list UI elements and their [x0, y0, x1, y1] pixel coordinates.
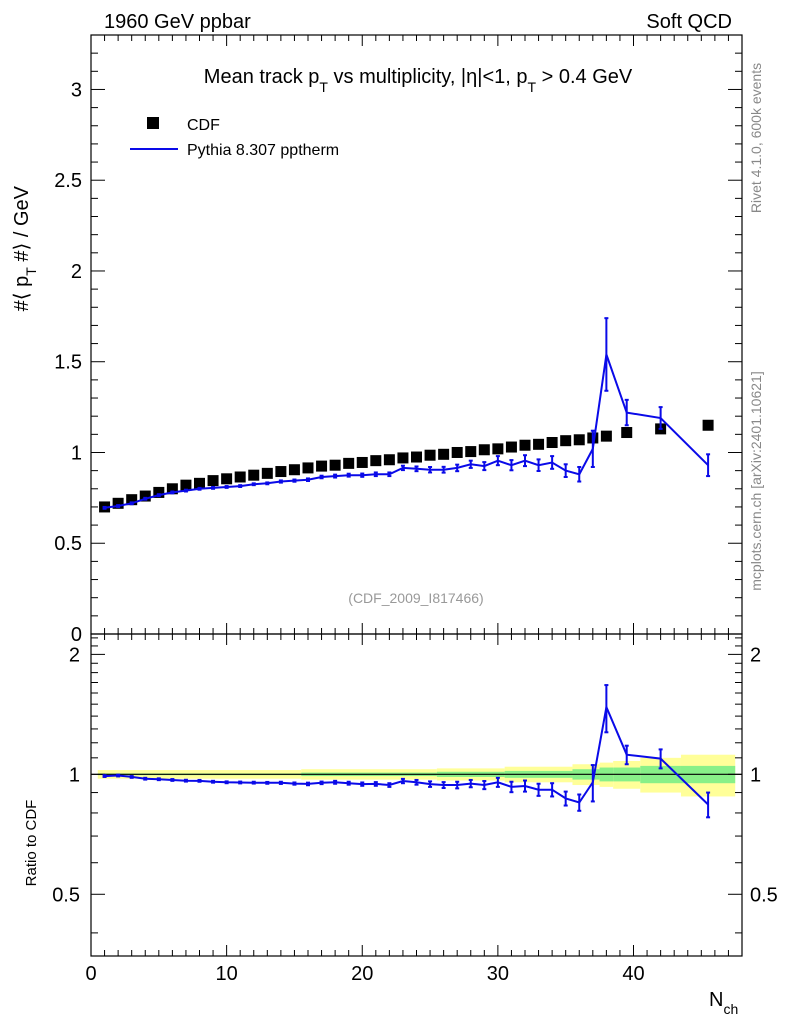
cdf-data-point	[451, 446, 463, 458]
main-y-tick-label: 2	[71, 261, 82, 283]
chart-title-sub1: T	[319, 79, 328, 95]
header-left-label: 1960 GeV ppbar	[104, 11, 251, 33]
main-y-tick-label: 1	[71, 442, 82, 464]
cdf-data-point	[112, 497, 124, 509]
main-ylabel-sub: T	[23, 267, 39, 276]
ratio-y-tick-label: 1	[69, 764, 80, 786]
cdf-data-point	[519, 439, 531, 451]
cdf-data-point	[316, 460, 328, 472]
main-y-tick-label: 1.5	[54, 352, 82, 374]
cdf-data-point	[343, 457, 355, 469]
cdf-data-point	[465, 446, 477, 458]
ratio-y-tick-label-right: 1	[750, 764, 761, 786]
chart-title-mid: vs multiplicity, |η|<1, p	[328, 66, 528, 88]
cdf-data-point	[492, 443, 504, 455]
chart-title: Mean track pT vs multiplicity, |η|<1, pT…	[204, 66, 633, 95]
analysis-label: (CDF_2009_I817466)	[348, 590, 483, 606]
ratio-y-tick-label: 0.5	[52, 884, 80, 906]
rivet-label: Rivet 4.1.0, 600k events	[748, 63, 764, 213]
ratio-panel-marks	[91, 684, 742, 819]
main-ylabel: #⟨ pT #⟩ / GeV	[11, 185, 39, 311]
ratio-xlabel-sub: ch	[723, 1001, 738, 1017]
cdf-data-point	[153, 486, 165, 498]
cdf-data-point	[248, 469, 260, 481]
ratio-x-tick-label: 40	[622, 963, 644, 985]
cdf-data-point	[329, 459, 341, 471]
cdf-data-point	[411, 451, 422, 463]
cdf-data-point	[702, 419, 714, 431]
cdf-data-point	[288, 464, 300, 476]
main-ylabel-pre: #⟨ p	[11, 276, 33, 312]
cdf-data-point	[397, 452, 409, 464]
cdf-data-point	[560, 435, 572, 447]
cdf-data-point	[234, 471, 246, 483]
cdf-data-point	[356, 456, 368, 468]
cdf-data-point	[166, 483, 178, 495]
main-y-tick-label: 3	[71, 79, 82, 101]
main-panel-ticks: 0 0.5 1 1.5 2 2.5 3	[54, 34, 743, 646]
cdf-data-point	[194, 477, 205, 489]
cdf-data-point	[370, 455, 382, 467]
main-y-tick-label: 0.5	[54, 533, 82, 555]
ratio-y-tick-label-right: 0.5	[750, 884, 778, 906]
cdf-data-point	[546, 437, 558, 449]
header-right-label: Soft QCD	[646, 11, 732, 33]
ratio-y-tick-label-right: 2	[750, 644, 761, 666]
cdf-data-point	[207, 475, 219, 487]
cdf-data-point	[478, 444, 490, 456]
legend-cdf-marker	[147, 117, 159, 129]
cdf-data-point	[139, 490, 151, 502]
legend-cdf-label: CDF	[187, 117, 220, 134]
legend-pythia-label: Pythia 8.307 pptherm	[187, 142, 339, 159]
ratio-x-tick-label: 0	[85, 963, 96, 985]
mcplots-label: mcplots.cern.ch [arXiv:2401.10621]	[748, 371, 764, 590]
cdf-data-point	[573, 434, 585, 446]
cdf-data-point	[505, 441, 517, 453]
cdf-data-point	[424, 449, 436, 461]
cdf-data-point	[621, 427, 633, 439]
ratio-ylabel: Ratio to CDF	[23, 800, 40, 887]
cdf-data-point	[383, 454, 395, 466]
ratio-x-tick-label: 20	[351, 963, 373, 985]
ratio-y-tick-label: 2	[69, 644, 80, 666]
cdf-data-point	[126, 494, 138, 506]
cdf-data-point	[275, 466, 287, 478]
cdf-data-point	[221, 473, 233, 485]
cdf-data-point	[302, 462, 314, 474]
cdf-data-point	[261, 467, 273, 479]
main-ylabel-post: #⟩ / GeV	[11, 185, 33, 267]
chart-title-pre: Mean track p	[204, 66, 320, 88]
main-y-tick-label: 0	[71, 624, 82, 646]
main-y-tick-label: 2.5	[54, 170, 82, 192]
ratio-x-tick-label: 10	[216, 963, 238, 985]
cdf-data-point	[180, 479, 192, 491]
ratio-x-tick-label: 30	[487, 963, 509, 985]
ratio-xlabel-pre: N	[709, 989, 723, 1011]
main-panel-marks	[99, 317, 714, 513]
chart-title-sub2: T	[527, 79, 536, 95]
cdf-data-point	[600, 430, 612, 442]
chart-title-post: > 0.4 GeV	[536, 66, 633, 88]
ratio-xlabel: Nch	[709, 989, 738, 1017]
cdf-data-point	[438, 448, 450, 460]
cdf-data-point	[533, 438, 545, 450]
ratio-panel-frame	[90, 633, 743, 957]
